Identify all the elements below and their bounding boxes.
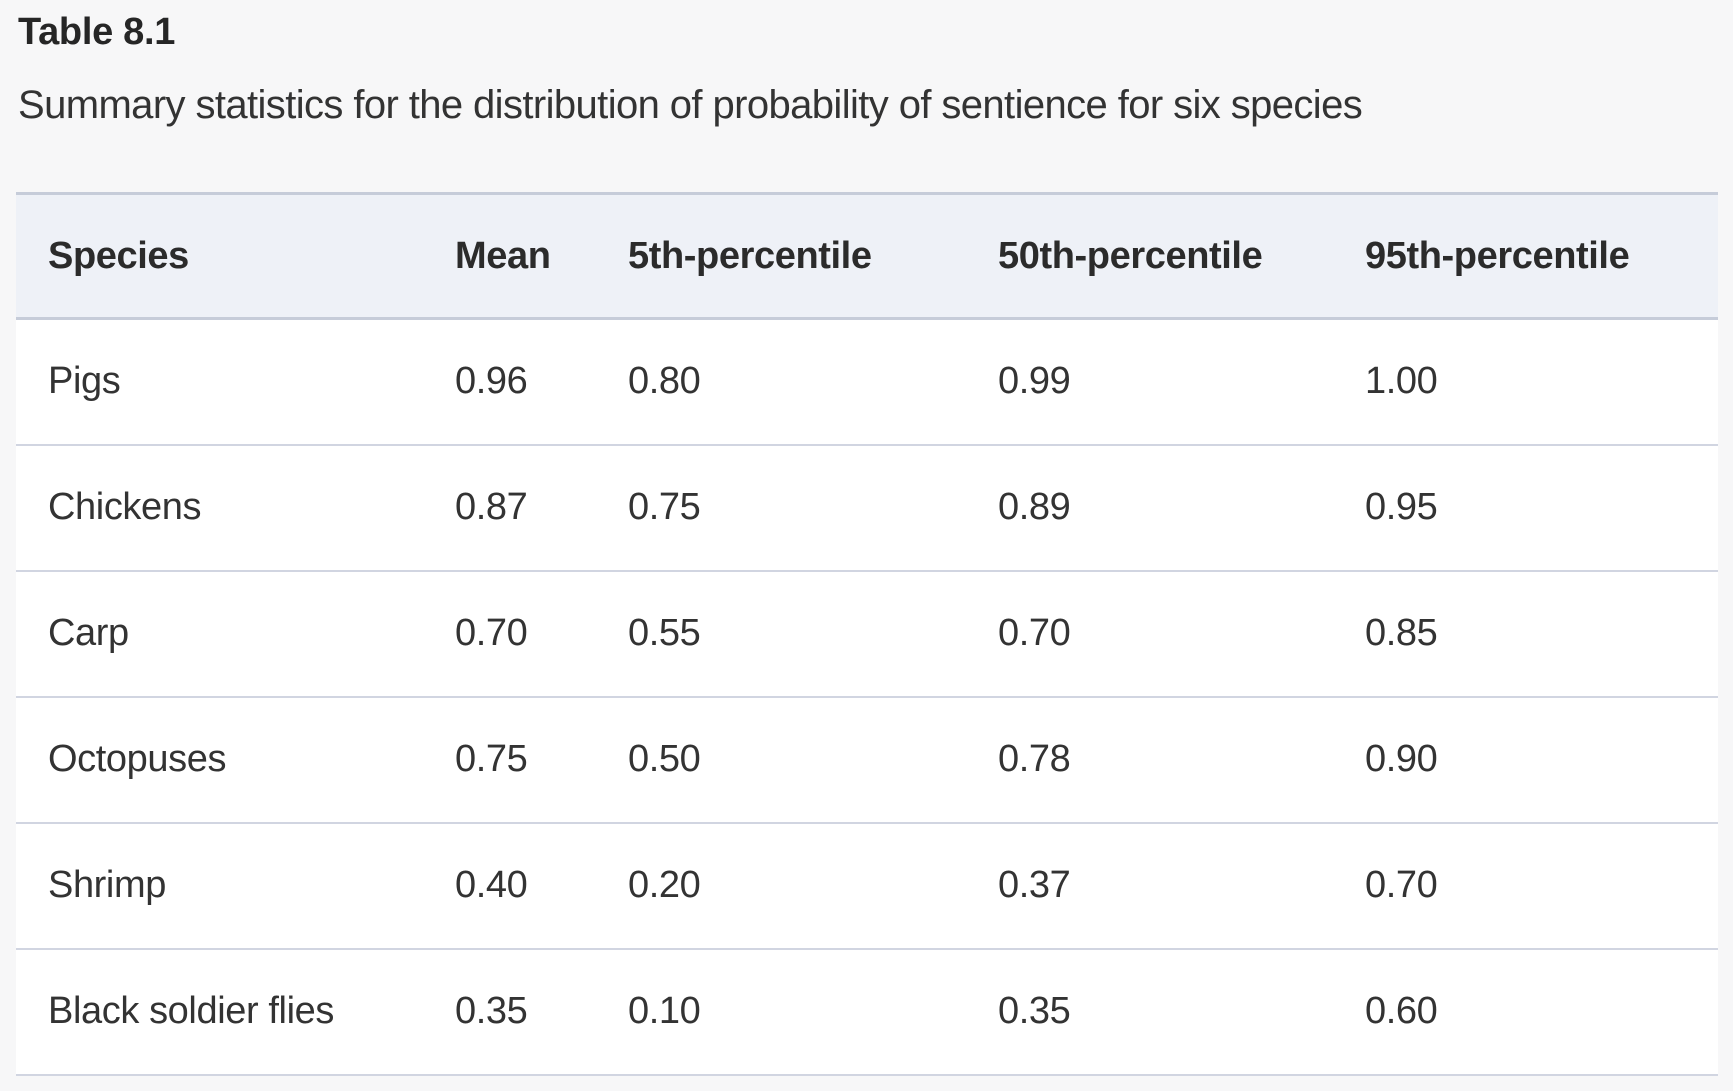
species-cell: Black soldier flies xyxy=(16,948,423,1076)
table-subtitle: Summary statistics for the distribution … xyxy=(18,83,1363,127)
column-header-50th-percentile: 50th-percentile xyxy=(966,192,1333,320)
table-row: Shrimp 0.40 0.20 0.37 0.70 xyxy=(16,822,1718,950)
p5-cell: 0.50 xyxy=(596,696,966,824)
table-row: Octopuses 0.75 0.50 0.78 0.90 xyxy=(16,696,1718,824)
p5-cell: 0.80 xyxy=(596,318,966,446)
species-cell: Shrimp xyxy=(16,822,423,950)
p50-cell: 0.89 xyxy=(966,444,1333,572)
p95-cell: 0.60 xyxy=(1333,948,1718,1076)
summary-statistics-table: Species Mean 5th-percentile 50th-percent… xyxy=(16,192,1718,1076)
column-header-5th-percentile: 5th-percentile xyxy=(596,192,966,320)
p5-cell: 0.75 xyxy=(596,444,966,572)
table-row: Carp 0.70 0.55 0.70 0.85 xyxy=(16,570,1718,698)
table-row: Chickens 0.87 0.75 0.89 0.95 xyxy=(16,444,1718,572)
p50-cell: 0.78 xyxy=(966,696,1333,824)
table-row: Pigs 0.96 0.80 0.99 1.00 xyxy=(16,318,1718,446)
species-cell: Pigs xyxy=(16,318,423,446)
p95-cell: 0.95 xyxy=(1333,444,1718,572)
table-row: Black soldier flies 0.35 0.10 0.35 0.60 xyxy=(16,948,1718,1076)
mean-cell: 0.40 xyxy=(423,822,596,950)
column-header-mean: Mean xyxy=(423,192,596,320)
mean-cell: 0.35 xyxy=(423,948,596,1076)
table-body: Pigs 0.96 0.80 0.99 1.00 Chickens 0.87 0… xyxy=(16,318,1718,1076)
p95-cell: 1.00 xyxy=(1333,318,1718,446)
p95-cell: 0.85 xyxy=(1333,570,1718,698)
table-header-row: Species Mean 5th-percentile 50th-percent… xyxy=(16,192,1718,320)
p5-cell: 0.20 xyxy=(596,822,966,950)
mean-cell: 0.75 xyxy=(423,696,596,824)
p95-cell: 0.70 xyxy=(1333,822,1718,950)
mean-cell: 0.87 xyxy=(423,444,596,572)
p50-cell: 0.37 xyxy=(966,822,1333,950)
species-cell: Carp xyxy=(16,570,423,698)
p95-cell: 0.90 xyxy=(1333,696,1718,824)
p50-cell: 0.35 xyxy=(966,948,1333,1076)
column-header-species: Species xyxy=(16,192,423,320)
mean-cell: 0.96 xyxy=(423,318,596,446)
table-title: Table 8.1 xyxy=(18,11,176,53)
p5-cell: 0.10 xyxy=(596,948,966,1076)
species-cell: Chickens xyxy=(16,444,423,572)
column-header-95th-percentile: 95th-percentile xyxy=(1333,192,1718,320)
mean-cell: 0.70 xyxy=(423,570,596,698)
p5-cell: 0.55 xyxy=(596,570,966,698)
p50-cell: 0.99 xyxy=(966,318,1333,446)
species-cell: Octopuses xyxy=(16,696,423,824)
p50-cell: 0.70 xyxy=(966,570,1333,698)
